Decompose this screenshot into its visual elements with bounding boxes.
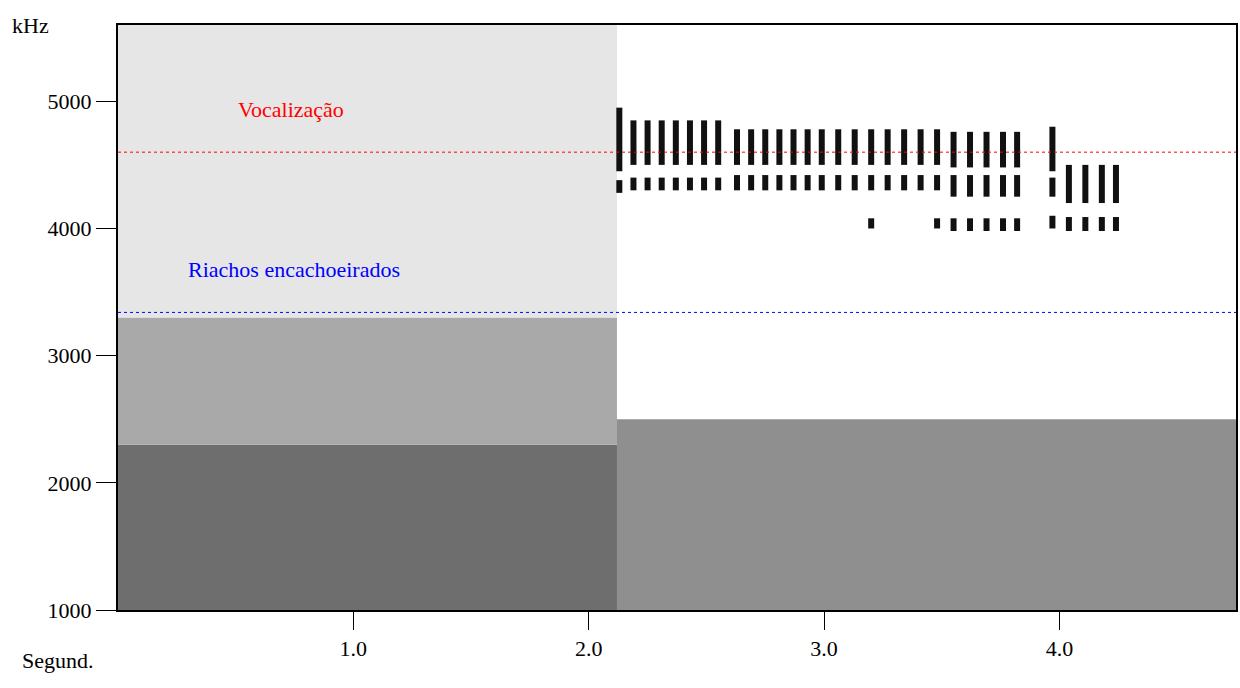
svg-text:3000: 3000: [48, 343, 92, 368]
svg-text:2000: 2000: [48, 471, 92, 496]
svg-text:2.0: 2.0: [575, 636, 603, 661]
svg-text:kHz: kHz: [12, 13, 49, 38]
svg-text:1000: 1000: [48, 598, 92, 623]
svg-text:Segund.: Segund.: [22, 648, 94, 673]
svg-text:1.0: 1.0: [340, 636, 368, 661]
svg-text:5000: 5000: [48, 89, 92, 114]
svg-text:Vocalização: Vocalização: [238, 97, 344, 122]
svg-text:4.0: 4.0: [1046, 636, 1074, 661]
svg-text:4000: 4000: [48, 216, 92, 241]
svg-text:Riachos encachoeirados: Riachos encachoeirados: [188, 257, 400, 282]
svg-text:3.0: 3.0: [810, 636, 838, 661]
